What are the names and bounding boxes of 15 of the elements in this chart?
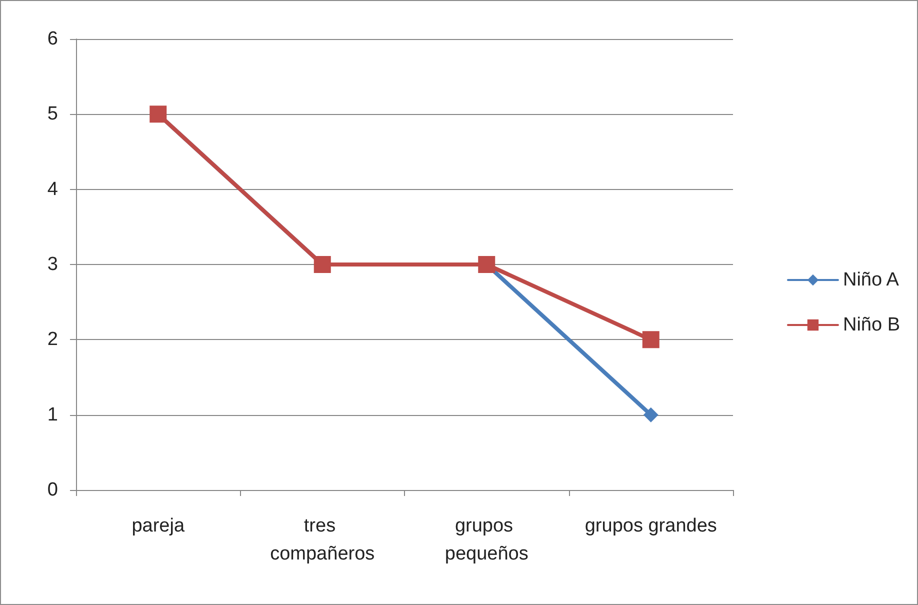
y-tick-label: 2	[47, 329, 58, 350]
x-tick-label: tres compañeros	[270, 516, 375, 564]
y-tick-label: 6	[47, 28, 58, 50]
x-tick-label: pareja	[132, 516, 185, 536]
x-tick-label: grupos grandes	[584, 516, 717, 536]
y-tick-label: 1	[47, 404, 58, 426]
x-tick-label: grupos pequeños	[444, 516, 528, 564]
legend-label: Niño A	[842, 270, 900, 290]
legend-label: Niño B	[842, 314, 900, 336]
point	[643, 407, 658, 422]
point	[642, 331, 660, 348]
y-tick-label: 4	[47, 178, 58, 200]
y-tick-label: 5	[47, 104, 58, 125]
y-tick-label: 3	[47, 254, 58, 275]
y-tick-label: 0	[47, 480, 58, 500]
